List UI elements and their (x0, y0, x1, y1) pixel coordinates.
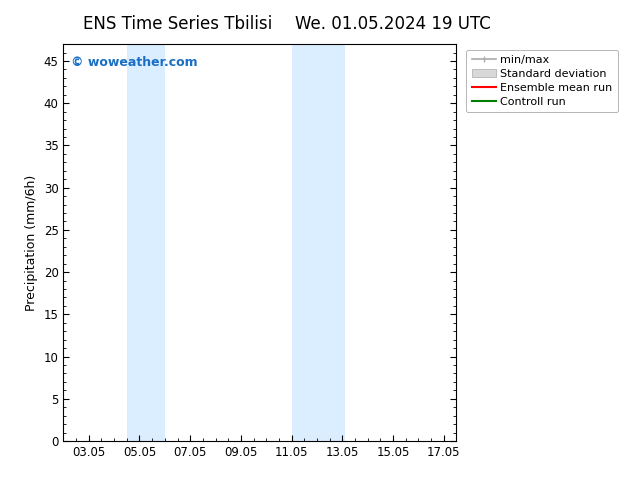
Legend: min/max, Standard deviation, Ensemble mean run, Controll run: min/max, Standard deviation, Ensemble me… (466, 49, 618, 112)
Bar (127, 44, 165, 441)
Text: © woweather.com: © woweather.com (71, 56, 198, 69)
Text: ENS Time Series Tbilisi: ENS Time Series Tbilisi (83, 15, 272, 33)
Bar (292, 44, 345, 441)
Text: We. 01.05.2024 19 UTC: We. 01.05.2024 19 UTC (295, 15, 491, 33)
Y-axis label: Precipitation (mm/6h): Precipitation (mm/6h) (25, 174, 38, 311)
